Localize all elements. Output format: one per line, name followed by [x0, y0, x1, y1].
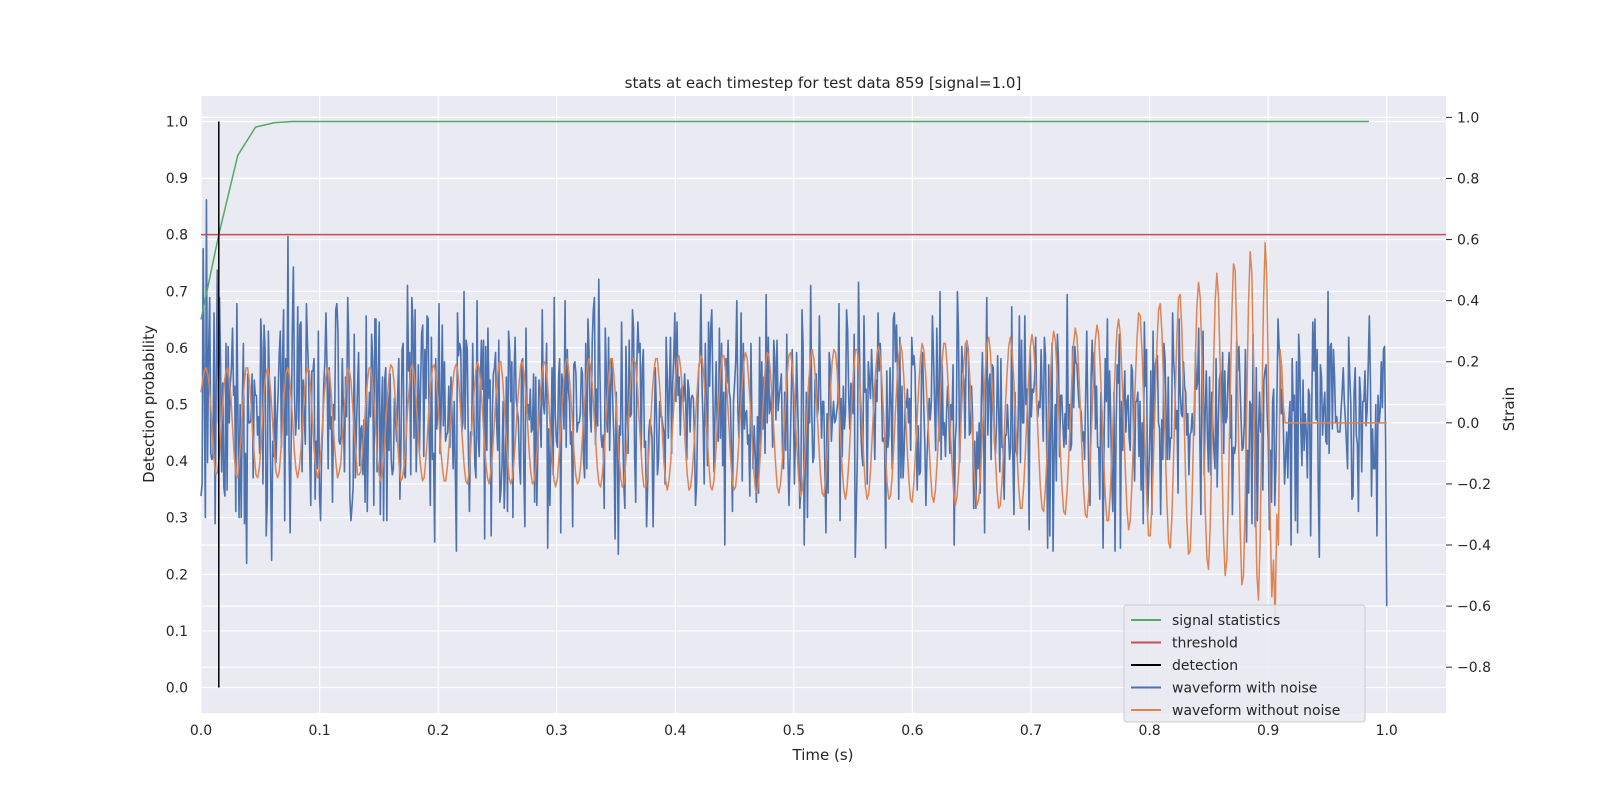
x-tick-label: 0.5 — [783, 723, 805, 739]
y2-tick-label: −0.8 — [1457, 660, 1491, 676]
y-tick-label: 0.9 — [166, 171, 188, 187]
x-tick-label: 0.3 — [546, 723, 568, 739]
x-tick-label: 0.2 — [427, 723, 449, 739]
y-tick-label: 0.4 — [166, 454, 188, 470]
y-tick-label: 0.2 — [166, 567, 188, 583]
y2-tick-label: 0.8 — [1457, 171, 1479, 187]
y-axis-label: Detection probability — [140, 325, 158, 483]
y2-tick-label: −0.4 — [1457, 538, 1491, 554]
x-tick-label: 0.0 — [190, 723, 212, 739]
y2-tick-label: 0.4 — [1457, 294, 1479, 310]
y2-tick-label: −0.6 — [1457, 599, 1491, 615]
y-tick-label: 0.8 — [166, 228, 188, 244]
legend-label: waveform without noise — [1172, 703, 1340, 719]
x-tick-label: 1.0 — [1376, 723, 1398, 739]
y-tick-label: 0.0 — [166, 681, 188, 697]
ticks: 0.0 0.1 0.2 0.3 0.4 0.5 0.6 0.7 0.8 0.9 1.0 0.0 0.1 0… — [166, 110, 1491, 739]
x-tick-label: 0.4 — [664, 723, 686, 739]
legend-box — [1123, 604, 1366, 723]
series-layer — [200, 120, 1446, 688]
legend-label: detection — [1172, 658, 1238, 674]
y2-axis-label: Strain — [1500, 387, 1518, 431]
x-tick-label: 0.8 — [1138, 723, 1160, 739]
y2-tick-label: −0.2 — [1457, 477, 1491, 493]
y-tick-label: 0.3 — [166, 511, 188, 527]
legend-label: signal statistics — [1172, 613, 1280, 629]
x-tick-label: 0.7 — [1020, 723, 1042, 739]
y-tick-label: 0.5 — [166, 398, 188, 414]
y-tick-label: 1.0 — [166, 114, 188, 130]
y-tick-label: 0.1 — [166, 624, 188, 640]
legend-label: waveform with noise — [1172, 681, 1317, 697]
y2-tick-label: 0.2 — [1457, 355, 1479, 371]
y2-tick-label: 1.0 — [1457, 110, 1479, 126]
y2-tick-label: 0.6 — [1457, 233, 1479, 249]
x-tick-label: 0.1 — [308, 723, 330, 739]
series-waveform-with-noise-line — [200, 199, 1388, 607]
y2-tick-label: 0.0 — [1457, 416, 1479, 432]
x-tick-label: 0.9 — [1257, 723, 1279, 739]
y-tick-label: 0.7 — [166, 284, 188, 300]
series-signal-statistics-line — [200, 120, 1369, 320]
legend: signal statistics threshold detection wavef… — [1123, 604, 1366, 723]
legend-label: threshold — [1172, 636, 1238, 652]
series-waveform-without-noise-line — [200, 241, 1387, 623]
y-tick-label: 0.6 — [166, 341, 188, 357]
x-tick-label: 0.6 — [901, 723, 923, 739]
chart-title: stats at each timestep for test data 859… — [625, 74, 1022, 92]
x-axis-label: Time (s) — [792, 746, 854, 764]
